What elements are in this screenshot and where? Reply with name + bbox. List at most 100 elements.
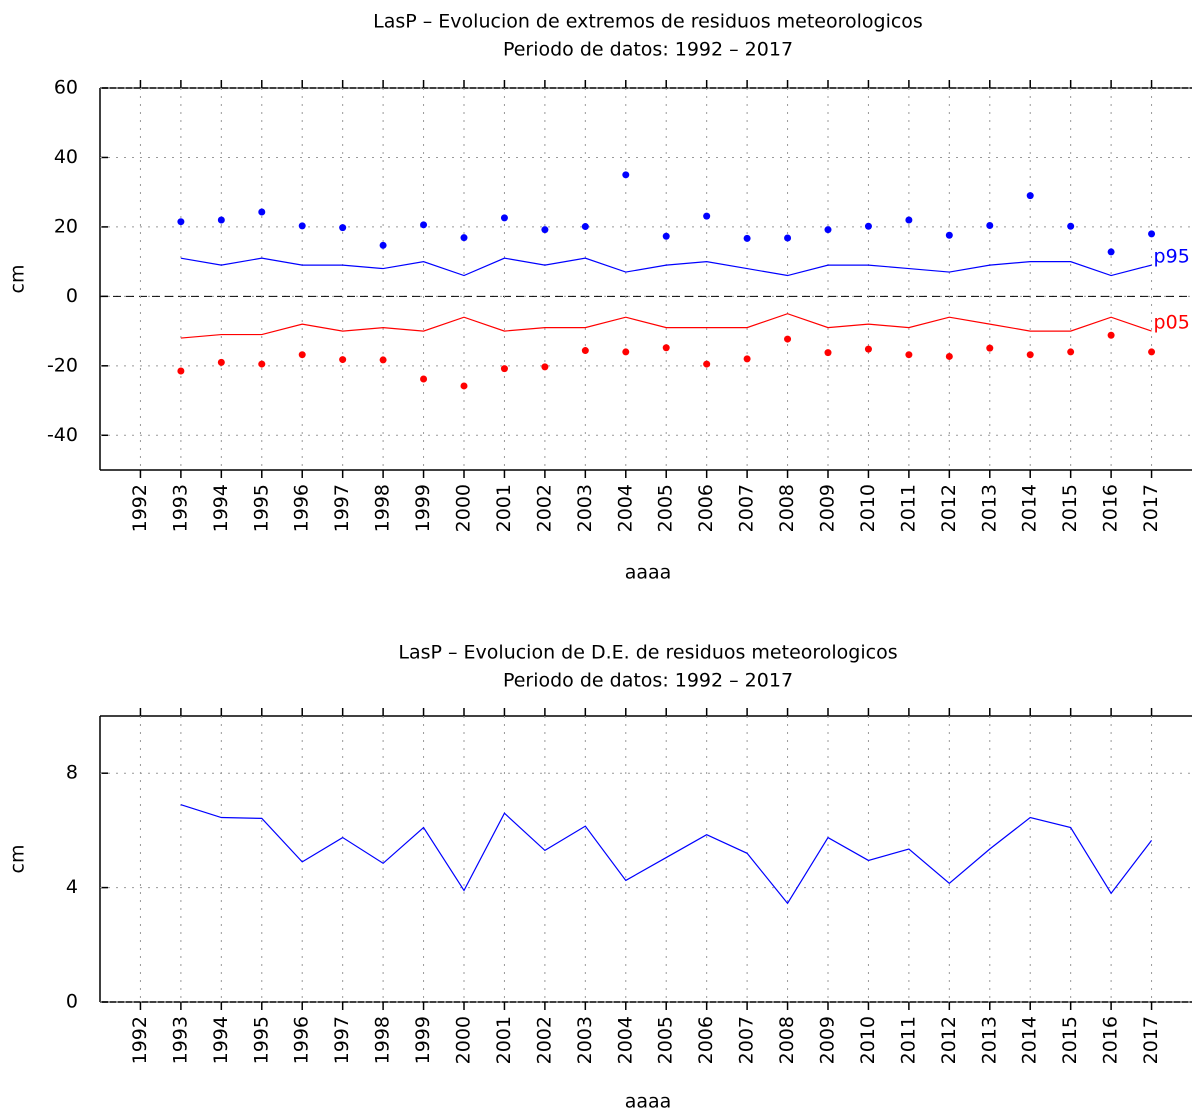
data-point (217, 358, 225, 366)
x-tick-label: 2002 (533, 484, 555, 532)
data-point (703, 212, 711, 220)
x-tick-label: 2010 (857, 484, 879, 532)
x-tick-label: 1993 (169, 1016, 191, 1064)
x-tick-label: 1995 (250, 484, 272, 532)
x-tick-label: 1994 (210, 1016, 232, 1064)
x-tick-label: 1993 (169, 484, 191, 532)
chart-title: LasP – Evolucion de D.E. de residuos met… (398, 642, 897, 664)
data-point (1067, 222, 1075, 230)
data-point (460, 382, 468, 390)
x-tick-label: 2014 (1019, 484, 1041, 532)
x-tick-label: 1999 (412, 1016, 434, 1064)
data-point (500, 365, 508, 373)
data-point (905, 351, 913, 359)
x-tick-label: 2013 (978, 1016, 1000, 1064)
x-tick-label: 2015 (1059, 484, 1081, 532)
x-tick-label: 2012 (938, 484, 960, 532)
data-point (986, 344, 994, 352)
y-tick-label: 40 (54, 146, 78, 168)
y-tick-label: 0 (66, 285, 78, 307)
data-point (824, 349, 832, 357)
data-point (743, 355, 751, 363)
x-tick-label: 1999 (412, 484, 434, 532)
data-point (1067, 348, 1075, 356)
x-tick-label: 2012 (938, 1016, 960, 1064)
data-point (500, 214, 508, 222)
x-tick-label: 1995 (250, 1016, 272, 1064)
data-point (945, 352, 953, 360)
data-point (339, 356, 347, 364)
y-tick-label: 20 (54, 215, 78, 237)
data-point (339, 224, 347, 232)
x-tick-label: 2003 (574, 1016, 596, 1064)
x-tick-label: 2009 (817, 1016, 839, 1064)
data-point (905, 216, 913, 224)
y-tick-label: 0 (66, 991, 78, 1013)
y-axis-label: cm (7, 845, 29, 874)
x-tick-label: 2002 (533, 1016, 555, 1064)
data-point (662, 344, 670, 352)
x-tick-label: 2007 (736, 1016, 758, 1064)
x-tick-label: 2011 (897, 484, 919, 532)
y-tick-label: 60 (54, 77, 78, 99)
y-tick-label: -20 (47, 354, 78, 376)
x-tick-label: 1994 (210, 484, 232, 532)
data-point (379, 356, 387, 364)
x-tick-label: 2014 (1019, 1016, 1041, 1064)
chart-title: LasP – Evolucion de extremos de residuos… (373, 11, 923, 33)
y-axis-label: cm (7, 265, 29, 294)
x-tick-label: 2000 (453, 1016, 475, 1064)
data-point (177, 218, 185, 226)
x-tick-label: 2013 (978, 484, 1000, 532)
data-point (258, 360, 266, 368)
data-point (460, 234, 468, 242)
data-point (258, 208, 266, 216)
data-point (217, 216, 225, 224)
x-tick-label: 2004 (614, 484, 636, 532)
data-point (420, 221, 428, 229)
data-point (1026, 351, 1034, 359)
x-tick-label: 1998 (372, 484, 394, 532)
x-tick-label: 1997 (331, 484, 353, 532)
x-tick-label: 1996 (291, 1016, 313, 1064)
data-point (298, 222, 306, 230)
data-point (986, 222, 994, 230)
chart-subtitle: Periodo de datos: 1992 – 2017 (503, 39, 793, 61)
x-tick-label: 2008 (776, 484, 798, 532)
data-point (541, 226, 549, 234)
x-tick-label: 2015 (1059, 1016, 1081, 1064)
data-point (864, 222, 872, 230)
data-point (662, 232, 670, 240)
data-point (379, 241, 387, 249)
x-tick-label: 2017 (1140, 1016, 1162, 1064)
series-label: p95 (1154, 246, 1190, 268)
x-tick-label: 2006 (695, 484, 717, 532)
x-axis-label: aaaa (625, 562, 672, 584)
x-axis-label: aaaa (625, 1091, 672, 1111)
x-tick-label: 2017 (1140, 484, 1162, 532)
data-point (1107, 331, 1115, 339)
data-point (622, 171, 630, 179)
data-point (864, 345, 872, 353)
x-tick-label: 1998 (372, 1016, 394, 1064)
data-line (180, 313, 1152, 339)
data-point (541, 363, 549, 371)
x-tick-label: 1992 (129, 1016, 151, 1064)
x-tick-label: 1997 (331, 1016, 353, 1064)
data-point (622, 348, 630, 356)
x-tick-label: 2011 (897, 1016, 919, 1064)
x-tick-label: 2016 (1100, 484, 1122, 532)
y-tick-label: 8 (66, 762, 78, 784)
x-tick-label: 2005 (655, 484, 677, 532)
x-tick-label: 2001 (493, 484, 515, 532)
data-point (945, 231, 953, 239)
x-tick-label: 2000 (453, 484, 475, 532)
x-tick-label: 2001 (493, 1016, 515, 1064)
data-line (180, 804, 1153, 905)
x-tick-label: 1996 (291, 484, 313, 532)
x-tick-label: 1992 (129, 484, 151, 532)
data-point (703, 360, 711, 368)
data-point (1107, 248, 1115, 256)
data-point (1148, 348, 1156, 356)
